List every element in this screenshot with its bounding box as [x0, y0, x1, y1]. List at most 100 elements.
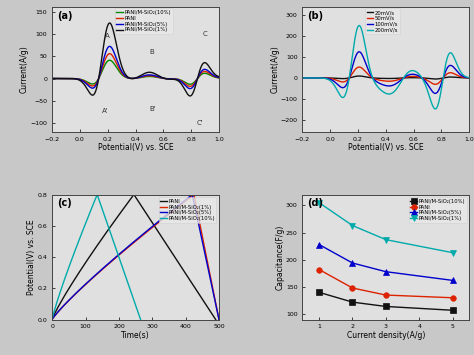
- PANI/M-SiO₂(1%): [164, 77, 170, 81]
- PANI/M-SiO₂(10%): [123, 75, 128, 80]
- 20mV/s: [356, 74, 362, 78]
- PANI/M-SiO₂(10%): [138, 317, 144, 322]
- PANI/M-SiO₂(5%): [107, 44, 112, 49]
- PANI/M-SiO₂(10%): [350, 300, 356, 304]
- 50mV/s: [432, 82, 438, 87]
- 200mV/s: [430, 104, 436, 108]
- 200mV/s: [414, 70, 420, 75]
- PANI: [49, 76, 55, 81]
- Line: PANI/M-SiO₂(1%): PANI/M-SiO₂(1%): [52, 23, 219, 96]
- 50mV/s: [300, 76, 305, 80]
- PANI/M-SiO₂(10%): [49, 317, 55, 322]
- PANI: [180, 80, 185, 84]
- 20mV/s: [367, 76, 373, 80]
- PANI/M-SiO₂(1%): [191, 192, 197, 197]
- Text: (d): (d): [308, 198, 323, 208]
- PANI/M-SiO₂(1%): [100, 267, 105, 272]
- PANI: [78, 267, 84, 272]
- 50mV/s: [373, 77, 379, 81]
- 50mV/s: [367, 74, 373, 78]
- PANI/M-SiO₂(5%): [99, 267, 105, 272]
- 200mV/s: [433, 106, 439, 111]
- Legend: PANI/M-SiO₂(10%), PANI, PANI/M-SiO₂(5%), PANI/M-SiO₂(1%): PANI/M-SiO₂(10%), PANI, PANI/M-SiO₂(5%),…: [115, 9, 173, 34]
- Legend: PANI, PANI/M-SiO₂(1%), PANI/M-SiO₂(5%), PANI/M-SiO₂(10%): PANI, PANI/M-SiO₂(1%), PANI/M-SiO₂(5%), …: [159, 197, 216, 223]
- PANI/M-SiO₂(10%): [182, 80, 188, 84]
- Line: 100mV/s: 100mV/s: [302, 52, 469, 93]
- Text: C: C: [203, 31, 208, 37]
- PANI/M-SiO₂(10%): [73, 248, 78, 252]
- Text: B: B: [150, 49, 155, 55]
- 200mV/s: [356, 23, 362, 28]
- PANI/M-SiO₂(5%): [199, 235, 204, 239]
- PANI/M-SiO₂(5%): [164, 77, 170, 81]
- 200mV/s: [432, 107, 438, 111]
- Legend: 20mV/s, 50mV/s, 100mV/s, 200mV/s: 20mV/s, 50mV/s, 100mV/s, 200mV/s: [365, 9, 400, 34]
- PANI/M-SiO₂(10%): [117, 256, 122, 260]
- Text: C': C': [196, 120, 203, 126]
- Text: A: A: [105, 33, 110, 39]
- PANI/M-SiO₂(10%): [187, 82, 193, 86]
- PANI: [173, 256, 178, 260]
- PANI/M-SiO₂(1%): [316, 201, 322, 205]
- PANI: [187, 84, 193, 88]
- Line: PANI: PANI: [316, 267, 456, 301]
- 50mV/s: [433, 82, 439, 86]
- PANI/M-SiO₂(5%): [49, 317, 55, 322]
- Y-axis label: Current(A/g): Current(A/g): [270, 46, 279, 93]
- PANI/M-SiO₂(10%): [66, 76, 72, 81]
- PANI/M-SiO₂(1%): [49, 76, 55, 81]
- PANI/M-SiO₂(10%): [117, 70, 123, 74]
- PANI: [213, 317, 219, 322]
- 100mV/s: [433, 91, 439, 95]
- 20mV/s: [373, 76, 379, 80]
- 200mV/s: [317, 76, 322, 80]
- Line: 50mV/s: 50mV/s: [302, 67, 469, 84]
- 20mV/s: [433, 77, 439, 81]
- PANI/M-SiO₂(1%): [178, 203, 183, 207]
- PANI/M-SiO₂(1%): [107, 21, 112, 25]
- PANI/M-SiO₂(1%): [383, 237, 389, 242]
- PANI/M-SiO₂(10%): [180, 79, 185, 83]
- PANI/M-SiO₂(1%): [122, 248, 128, 252]
- 200mV/s: [367, 67, 373, 72]
- PANI/M-SiO₂(1%): [182, 89, 188, 93]
- Text: B': B': [149, 106, 155, 112]
- Y-axis label: Potential(V) vs. SCE: Potential(V) vs. SCE: [27, 219, 36, 295]
- Legend: PANI/M-SiO₂(10%), PANI, PANI/M-SiO₂(5%), PANI/M-SiO₂(1%): PANI/M-SiO₂(10%), PANI, PANI/M-SiO₂(5%),…: [409, 197, 466, 223]
- 50mV/s: [430, 82, 436, 86]
- PANI/M-SiO₂(5%): [123, 74, 128, 78]
- X-axis label: Potential(V) vs. SCE: Potential(V) vs. SCE: [348, 143, 424, 152]
- Line: 200mV/s: 200mV/s: [302, 26, 469, 109]
- PANI: [159, 235, 164, 239]
- PANI: [182, 82, 188, 86]
- PANI/M-SiO₂(5%): [117, 65, 123, 70]
- Line: PANI/M-SiO₂(1%): PANI/M-SiO₂(1%): [316, 200, 456, 256]
- PANI/M-SiO₂(1%): [216, 317, 222, 322]
- PANI: [123, 203, 129, 207]
- Text: A': A': [101, 108, 108, 114]
- PANI: [216, 76, 222, 80]
- PANI/M-SiO₂(10%): [94, 192, 100, 197]
- Text: (b): (b): [308, 11, 324, 21]
- PANI/M-SiO₂(5%): [180, 81, 185, 85]
- PANI/M-SiO₂(10%): [450, 308, 456, 312]
- PANI/M-SiO₂(5%): [66, 76, 72, 81]
- 100mV/s: [356, 50, 362, 54]
- PANI/M-SiO₂(5%): [187, 87, 193, 91]
- PANI/M-SiO₂(5%): [216, 75, 222, 80]
- PANI: [164, 77, 170, 81]
- PANI/M-SiO₂(10%): [216, 76, 222, 80]
- 200mV/s: [373, 83, 379, 87]
- Line: PANI/M-SiO₂(10%): PANI/M-SiO₂(10%): [316, 290, 456, 313]
- X-axis label: Potential(V) vs. SCE: Potential(V) vs. SCE: [98, 143, 173, 152]
- PANI/M-SiO₂(5%): [316, 242, 322, 247]
- PANI/M-SiO₂(5%): [194, 215, 200, 219]
- Line: 20mV/s: 20mV/s: [302, 76, 469, 79]
- PANI/M-SiO₂(5%): [383, 269, 389, 274]
- 20mV/s: [430, 77, 436, 81]
- Line: PANI/M-SiO₂(5%): PANI/M-SiO₂(5%): [52, 195, 219, 320]
- X-axis label: Time(s): Time(s): [121, 331, 150, 340]
- PANI/M-SiO₂(10%): [107, 58, 112, 62]
- PANI/M-SiO₂(5%): [182, 83, 188, 88]
- PANI/M-SiO₂(1%): [66, 76, 72, 81]
